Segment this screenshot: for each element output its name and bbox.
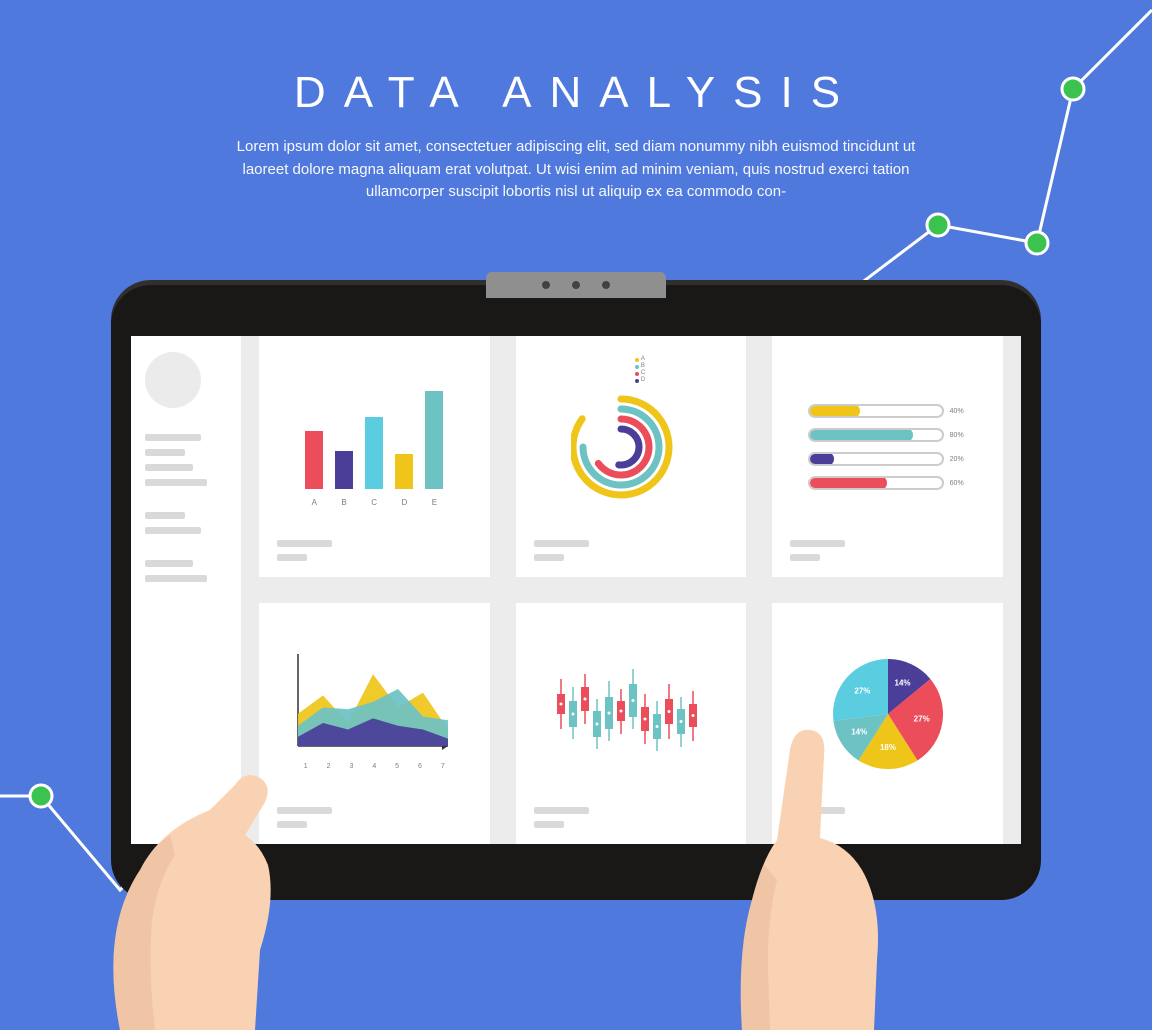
sidebar-item[interactable]: [145, 479, 207, 486]
card-footer: [790, 540, 985, 561]
radial-legend: ABCD: [635, 356, 645, 384]
svg-text:27%: 27%: [854, 687, 870, 696]
area-chart: 1234567: [294, 654, 454, 774]
card-footer: [790, 807, 985, 828]
card-footer: [534, 807, 729, 828]
sidebar-item[interactable]: [145, 575, 207, 582]
card-candlestick-chart[interactable]: [516, 603, 747, 844]
camera-dot: [602, 281, 610, 289]
bar-chart: ABCDE: [299, 387, 449, 507]
camera-dot: [542, 281, 550, 289]
sidebar: [131, 336, 241, 844]
card-radial-chart[interactable]: ABCD: [516, 336, 747, 577]
card-area-chart[interactable]: 1234567: [259, 603, 490, 844]
sidebar-item[interactable]: [145, 527, 201, 534]
tablet-screen: ABCDE ABCD 40%80%20%60%: [131, 336, 1021, 844]
pie-chart: 14% 27% 18% 14% 27%: [823, 649, 953, 779]
dashboard-grid: ABCDE ABCD 40%80%20%60%: [259, 336, 1021, 844]
card-footer: [534, 540, 729, 561]
card-footer: [277, 540, 472, 561]
svg-text:14%: 14%: [894, 678, 910, 687]
progress-chart: 40%80%20%60%: [808, 404, 968, 490]
card-pie-chart[interactable]: 14% 27% 18% 14% 27%: [772, 603, 1003, 844]
sidebar-item[interactable]: [145, 434, 201, 441]
candlestick-chart: [551, 659, 711, 769]
page-title: DATA ANALYSIS: [0, 68, 1152, 118]
sidebar-item[interactable]: [145, 449, 185, 456]
sidebar-group: [145, 512, 227, 534]
svg-text:18%: 18%: [880, 743, 896, 752]
sidebar-item[interactable]: [145, 512, 185, 519]
tablet-device: ABCDE ABCD 40%80%20%60%: [111, 280, 1041, 900]
sidebar-item[interactable]: [145, 464, 193, 471]
card-footer: [277, 807, 472, 828]
header: DATA ANALYSIS Lorem ipsum dolor sit amet…: [0, 0, 1152, 204]
page-subtitle: Lorem ipsum dolor sit amet, consectetuer…: [226, 136, 926, 204]
card-bar-chart[interactable]: ABCDE: [259, 336, 490, 577]
camera-bar: [486, 272, 666, 298]
avatar: [145, 352, 201, 408]
svg-text:14%: 14%: [851, 727, 867, 736]
sidebar-group: [145, 434, 227, 486]
radial-chart: [571, 387, 691, 507]
card-progress-chart[interactable]: 40%80%20%60%: [772, 336, 1003, 577]
camera-dot: [572, 281, 580, 289]
sidebar-group: [145, 560, 227, 582]
svg-text:27%: 27%: [913, 714, 929, 723]
sidebar-item[interactable]: [145, 560, 193, 567]
